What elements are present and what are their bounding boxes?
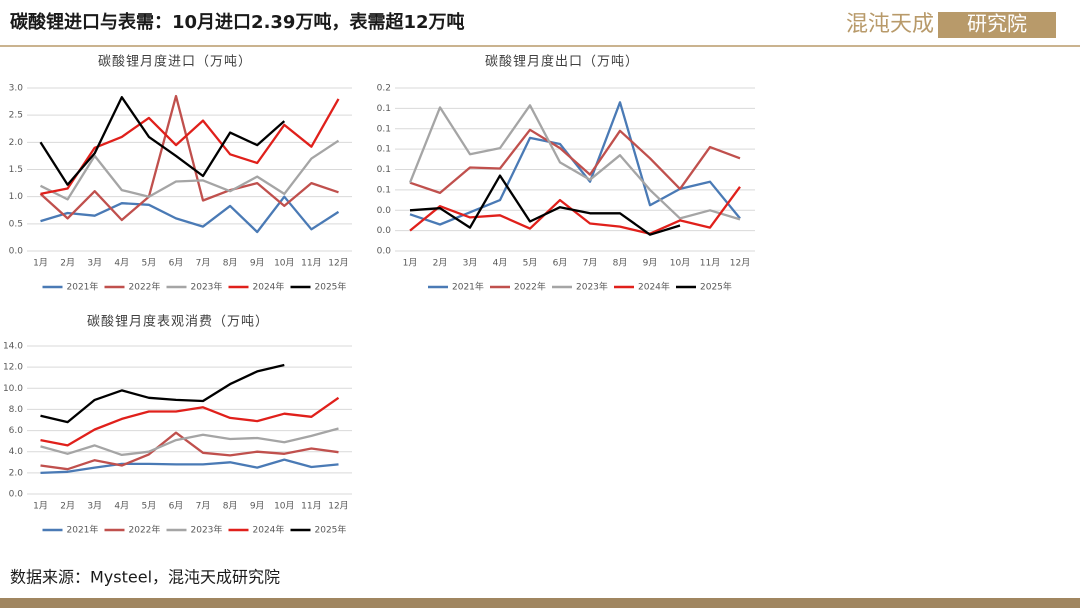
series-line [40,427,339,457]
y-tick-label: 0.0 [9,490,24,500]
y-tick-label: 2.0 [9,138,24,148]
x-tick-label: 10月 [274,501,294,512]
x-tick-label: 10月 [274,258,294,269]
x-tick-label: 7月 [196,258,211,269]
legend-label: 2021年 [67,524,99,536]
y-tick-label: 0.0 [9,247,24,257]
y-tick-label: 2.5 [9,111,23,121]
series-line [40,98,340,196]
x-tick-label: 7月 [583,258,598,269]
x-tick-label: 11月 [301,501,321,512]
logo-name: 混沌天成 [846,12,934,37]
legend-label: 2022年 [514,281,546,293]
series-line [39,94,339,222]
x-tick-label: 2月 [60,501,75,512]
legend-label: 2022年 [129,281,161,293]
x-tick-label: 9月 [643,258,658,269]
slide-title: 碳酸锂进口与表需：10月进口2.39万吨，表需超12万吨 [10,11,465,33]
y-tick-label: 2.0 [9,468,24,478]
x-tick-label: 6月 [169,258,184,269]
series-line [409,174,681,236]
x-tick-label: 12月 [328,501,348,512]
legend-label: 2024年 [253,281,285,293]
x-tick-label: 8月 [223,501,238,512]
logo-tag: 研究院 [967,12,1027,36]
y-tick-label: 6.0 [9,426,24,436]
x-tick-label: 5月 [142,258,157,269]
source: 数据来源：Mysteel，混沌天成研究院 [10,568,280,587]
y-tick-label: 0.1 [377,145,391,155]
y-tick-label: 0.0 [377,226,392,236]
y-tick-label: 0.0 [377,206,392,216]
chart-title: 碳酸锂月度进口（万吨） [98,54,252,70]
x-tick-label: 1月 [33,501,48,512]
x-tick-label: 10月 [670,258,690,269]
y-tick-label: 0.1 [377,124,391,134]
x-tick-label: 2月 [433,258,448,269]
x-tick-label: 4月 [114,501,129,512]
y-tick-label: 0.2 [377,84,391,94]
legend-label: 2023年 [191,524,223,536]
x-tick-label: 1月 [33,258,48,269]
x-tick-label: 8月 [223,258,238,269]
chart-title: 碳酸锂月度出口（万吨） [485,54,639,70]
y-tick-label: 0.0 [377,247,392,257]
series-line [409,186,741,235]
legend-label: 2025年 [700,281,732,293]
x-tick-label: 8月 [613,258,628,269]
series-line [40,396,340,447]
x-tick-label: 6月 [553,258,568,269]
y-tick-label: 1.5 [9,165,23,175]
y-tick-label: 3.0 [9,84,24,94]
y-tick-label: 0.1 [377,104,391,114]
series-line [39,139,340,201]
y-tick-label: 12.0 [3,363,23,373]
series-line [39,96,286,186]
x-tick-label: 3月 [463,258,478,269]
x-tick-label: 2月 [60,258,75,269]
footer-bar [0,598,1080,608]
legend-label: 2024年 [638,281,670,293]
legend-label: 2025年 [315,524,347,536]
y-tick-label: 1.0 [9,192,24,202]
x-tick-label: 3月 [87,258,102,269]
y-tick-label: 10.0 [3,384,23,394]
legend-label: 2023年 [576,281,608,293]
y-tick-label: 14.0 [3,342,23,352]
x-tick-label: 7月 [196,501,211,512]
x-tick-label: 3月 [87,501,102,512]
series-line [409,101,741,226]
x-tick-label: 12月 [730,258,750,269]
x-tick-label: 12月 [328,258,348,269]
legend-label: 2024年 [253,524,285,536]
chart-title: 碳酸锂月度表观消费（万吨） [87,314,269,330]
x-tick-label: 5月 [523,258,538,269]
x-tick-label: 6月 [169,501,184,512]
x-tick-label: 5月 [142,501,157,512]
legend-label: 2021年 [452,281,484,293]
series-line [40,431,339,471]
legend-label: 2025年 [315,281,347,293]
y-tick-label: 0.5 [9,219,23,229]
series-line [409,128,741,195]
series-line [40,458,339,475]
y-tick-label: 4.0 [9,447,24,457]
x-tick-label: 1月 [403,258,418,269]
legend-label: 2022年 [129,524,161,536]
series-line [408,104,741,221]
x-tick-label: 9月 [250,258,265,269]
x-tick-label: 4月 [114,258,129,269]
series-line [40,363,285,424]
x-tick-label: 4月 [493,258,508,269]
y-tick-label: 8.0 [9,405,24,415]
x-tick-label: 9月 [250,501,265,512]
x-tick-label: 11月 [301,258,321,269]
logo-box [938,12,1056,38]
y-tick-label: 0.1 [377,185,391,195]
legend-label: 2021年 [67,281,99,293]
legend-label: 2023年 [191,281,223,293]
y-tick-label: 0.1 [377,165,391,175]
x-tick-label: 11月 [700,258,720,269]
